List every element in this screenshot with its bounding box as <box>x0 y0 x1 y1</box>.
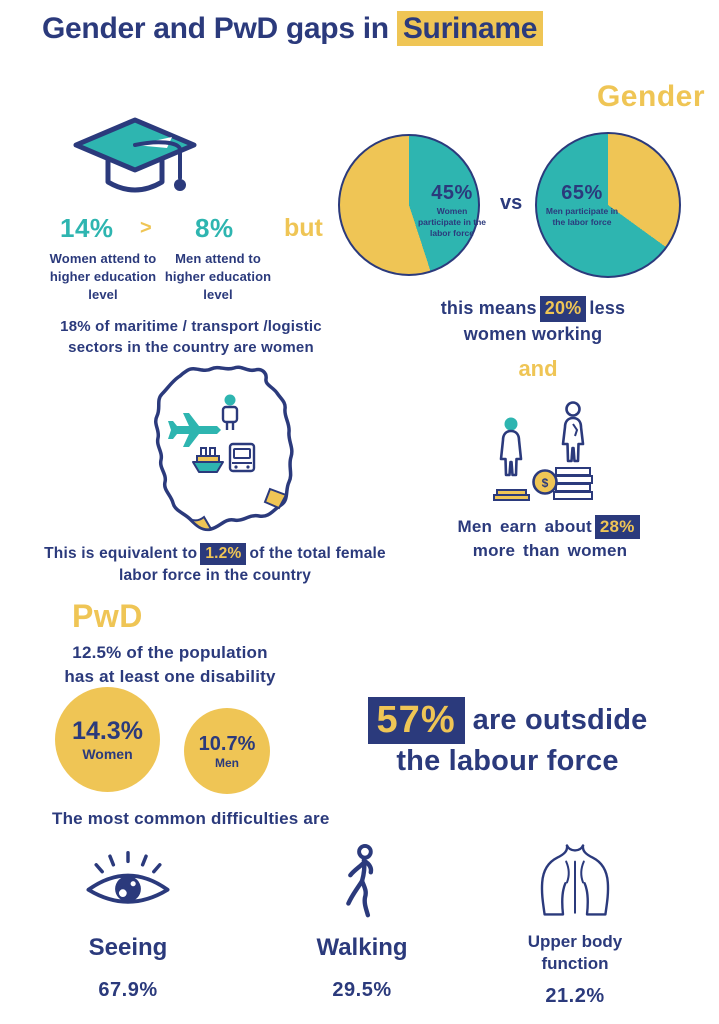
means-pre: this means <box>440 298 537 318</box>
graduation-cap-icon <box>73 117 197 193</box>
gender-pay-gap-icon: $ <box>493 401 593 501</box>
men-education-pct: 8% <box>195 213 234 243</box>
women-disability-label: Women <box>82 746 133 762</box>
pie-women-label: 45% Women participate in the labor force <box>416 182 488 239</box>
earn-chip: 28% <box>594 515 640 540</box>
maritime-pct: 18% <box>60 318 91 335</box>
vs-label: vs <box>500 192 523 214</box>
map-truck-icon <box>228 442 256 473</box>
outside-line1-text: are outsdide <box>472 704 648 736</box>
maritime-rest1: of maritime / transport /logistic <box>90 318 322 335</box>
women-education-label: Women attend to higher education level <box>49 251 157 303</box>
equivalent-line2: labor force in the country <box>118 567 312 584</box>
men-disability-label: Men <box>215 755 239 770</box>
map-ship-icon <box>192 447 224 473</box>
equivalent-pre: This is equivalent to <box>44 545 198 562</box>
outside-chip: 57% <box>367 697 465 744</box>
pie-men-label: 65% Men participate in the labor force <box>543 182 621 228</box>
means-text: this means 20% less women working <box>393 296 673 347</box>
eye-icon <box>86 851 170 904</box>
difficulty-upper-body-label: Upper body function <box>527 932 623 974</box>
pwd-intro-line2: has at least one disability <box>64 667 276 687</box>
pwd-intro-line1: 12.5% of the population <box>72 643 268 662</box>
maritime-women: women <box>261 339 314 357</box>
equivalent-post: of the total female <box>249 545 386 562</box>
gender-section-heading: Gender <box>596 80 705 113</box>
pie-chart-women-labor: 45% Women participate in the labor force <box>338 134 486 276</box>
title-text: Gender and PwD gaps in <box>42 12 397 45</box>
man-figure-icon <box>553 401 593 500</box>
difficulty-walking-pct: 29.5% <box>332 979 392 1001</box>
earn-line2: more than women <box>472 541 628 561</box>
difficulties-intro: The most common difficulties are <box>52 809 330 828</box>
outside-line2-text: the labour force <box>396 745 619 777</box>
pie-chart-men-labor: 65% Men participate in the labor force <box>535 132 681 278</box>
men-education-label: Men attend to higher education level <box>164 251 272 303</box>
and-label: and <box>518 356 558 381</box>
difficulty-seeing-label: Seeing <box>88 934 168 961</box>
earn-pre: Men earn about <box>457 517 592 536</box>
pie-men-sublabel: Men participate in the labor force <box>545 206 619 228</box>
pwd-section-heading: PwD <box>72 598 143 634</box>
difficulty-seeing-pct: 67.9% <box>98 979 158 1001</box>
means-post: less <box>589 298 626 318</box>
svg-text:$: $ <box>542 476 549 490</box>
pie-women-pct: 45% <box>431 182 473 204</box>
woman-figure-icon <box>493 417 530 501</box>
suriname-map-icon <box>154 365 294 532</box>
men-disability-pct: 10.7% <box>198 732 256 755</box>
walking-person-icon <box>346 844 374 918</box>
women-disability-pct: 14.3% <box>72 717 143 745</box>
difficulty-walking-label: Walking <box>316 934 408 961</box>
earn-text: Men earn about 28% more than women <box>430 515 670 563</box>
greater-than-sign: > <box>140 217 152 239</box>
outside-labour-block: 57% are outsdide the labour force <box>335 697 680 778</box>
title-highlight: Suriname <box>396 11 544 46</box>
means-chip: 20% <box>539 296 587 322</box>
difficulty-upper-body-pct: 21.2% <box>545 985 605 1007</box>
map-airplane-icon <box>168 413 221 447</box>
but-label: but <box>284 214 323 242</box>
pie-men-pct: 65% <box>561 182 603 204</box>
women-education-pct: 14% <box>60 213 114 243</box>
maritime-text: 18% of maritime / transport /logistic se… <box>40 316 342 359</box>
pwd-intro: 12.5% of the population has at least one… <box>50 641 290 689</box>
maritime-rest2: sectors in the country are <box>68 339 262 357</box>
page-title: Gender and PwD gaps in Suriname <box>42 11 544 46</box>
dollar-coin-icon: $ <box>532 469 558 495</box>
men-disability-circle: 10.7% Men <box>184 708 270 794</box>
means-line2: women working <box>463 323 603 344</box>
map-person-icon <box>221 394 239 430</box>
equivalent-chip: 1.2% <box>200 543 247 565</box>
pie-women-sublabel: Women participate in the labor force <box>417 206 486 239</box>
equivalent-text: This is equivalent to 1.2% of the total fe… <box>40 543 390 587</box>
women-disability-circle: 14.3% Women <box>55 687 160 792</box>
upper-body-icon <box>540 844 610 916</box>
